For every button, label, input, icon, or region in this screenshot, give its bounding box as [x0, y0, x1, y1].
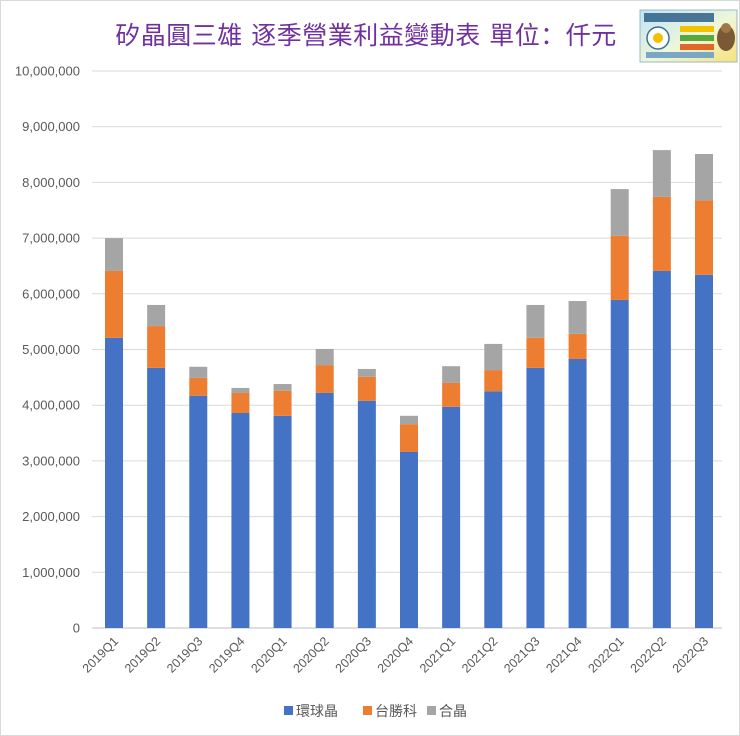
chart-title: 矽晶圓三雄 逐季營業利益變動表 單位：仟元 [115, 21, 616, 50]
legend: 環球晶 台勝科 合晶 [284, 704, 467, 720]
bar-s2-2021q2 [484, 343, 503, 371]
legend-swatch-1 [363, 706, 372, 715]
bar-s0-2020q3 [357, 400, 376, 628]
y-tick-label: 8,000,000 [22, 175, 80, 190]
bar-s1-2022q2 [652, 196, 671, 271]
y-tick-label: 1,000,000 [22, 565, 80, 580]
bar-s0-2019q2 [147, 367, 166, 628]
bar-s1-2020q1 [273, 390, 292, 416]
y-tick-label: 10,000,000 [15, 64, 80, 79]
logo-stripe [680, 44, 714, 50]
bar-s0-2020q4 [400, 451, 418, 628]
bar-s0-2021q3 [526, 367, 545, 628]
bar-s1-2022q3 [695, 200, 713, 275]
bar-s1-2021q1 [442, 382, 461, 407]
bar-s1-2020q2 [315, 365, 334, 393]
bar-s1-2021q4 [568, 333, 587, 359]
bar-s2-2020q1 [273, 384, 292, 391]
bar-s1-2021q2 [484, 370, 503, 392]
bar-s0-2019q4 [231, 412, 250, 628]
logo-emblem-center [653, 33, 663, 43]
bar-s0-2022q2 [652, 270, 671, 628]
legend-swatch-0 [284, 706, 293, 715]
y-tick-label: 2,000,000 [22, 509, 80, 524]
bar-s0-2019q3 [189, 395, 208, 628]
bar-s2-2021q1 [442, 366, 461, 383]
bar-s2-2022q1 [610, 189, 629, 236]
y-tick-label: 3,000,000 [22, 453, 80, 468]
legend-label-2: 合晶 [439, 704, 467, 720]
legend-label-0: 環球晶 [296, 704, 338, 720]
y-tick-label: 0 [73, 621, 80, 636]
bar-s1-2019q3 [189, 377, 208, 396]
bar-s1-2019q4 [231, 392, 250, 413]
legend-label-1: 台勝科 [375, 704, 417, 720]
bird-head-icon [721, 23, 731, 33]
bar-s1-2020q3 [357, 376, 376, 401]
bar-s2-2019q2 [147, 304, 166, 327]
bar-s1-2019q1 [105, 270, 123, 338]
bar-s2-2020q2 [315, 348, 334, 366]
bar-s2-2022q3 [695, 153, 713, 201]
bar-s2-2021q3 [526, 304, 545, 338]
bar-s0-2020q2 [315, 392, 334, 628]
bar-s0-2021q1 [442, 406, 461, 628]
y-tick-label: 9,000,000 [22, 119, 80, 134]
bar-s0-2022q3 [695, 274, 713, 628]
legend-swatch-2 [427, 706, 436, 715]
bar-s2-2019q1 [105, 238, 123, 271]
y-tick-label: 7,000,000 [22, 231, 80, 246]
bar-s2-2019q4 [231, 387, 250, 393]
bar-s0-2020q1 [273, 415, 292, 628]
bar-s1-2019q2 [147, 326, 166, 368]
bar-s2-2021q4 [568, 301, 587, 334]
logo-stripe [680, 35, 714, 41]
bar-s0-2021q2 [484, 391, 503, 628]
bar-s2-2022q2 [652, 150, 671, 197]
bar-s1-2020q4 [400, 424, 418, 452]
logo [639, 9, 738, 63]
bars [105, 150, 713, 628]
bar-s0-2019q1 [105, 337, 123, 628]
bar-s2-2019q3 [189, 366, 208, 378]
logo-banner [644, 13, 714, 22]
bar-s1-2022q1 [610, 235, 629, 300]
bar-s0-2021q4 [568, 358, 587, 628]
y-tick-label: 4,000,000 [22, 398, 80, 413]
logo-stripe [680, 26, 714, 32]
bar-s2-2020q3 [357, 368, 376, 377]
bar-s2-2020q4 [400, 415, 418, 425]
bar-s0-2022q1 [610, 299, 629, 628]
logo-stripe [646, 52, 714, 58]
y-tick-label: 6,000,000 [22, 286, 80, 301]
bird-icon [717, 25, 735, 51]
y-tick-label: 5,000,000 [22, 342, 80, 357]
bar-s1-2021q3 [526, 337, 545, 368]
